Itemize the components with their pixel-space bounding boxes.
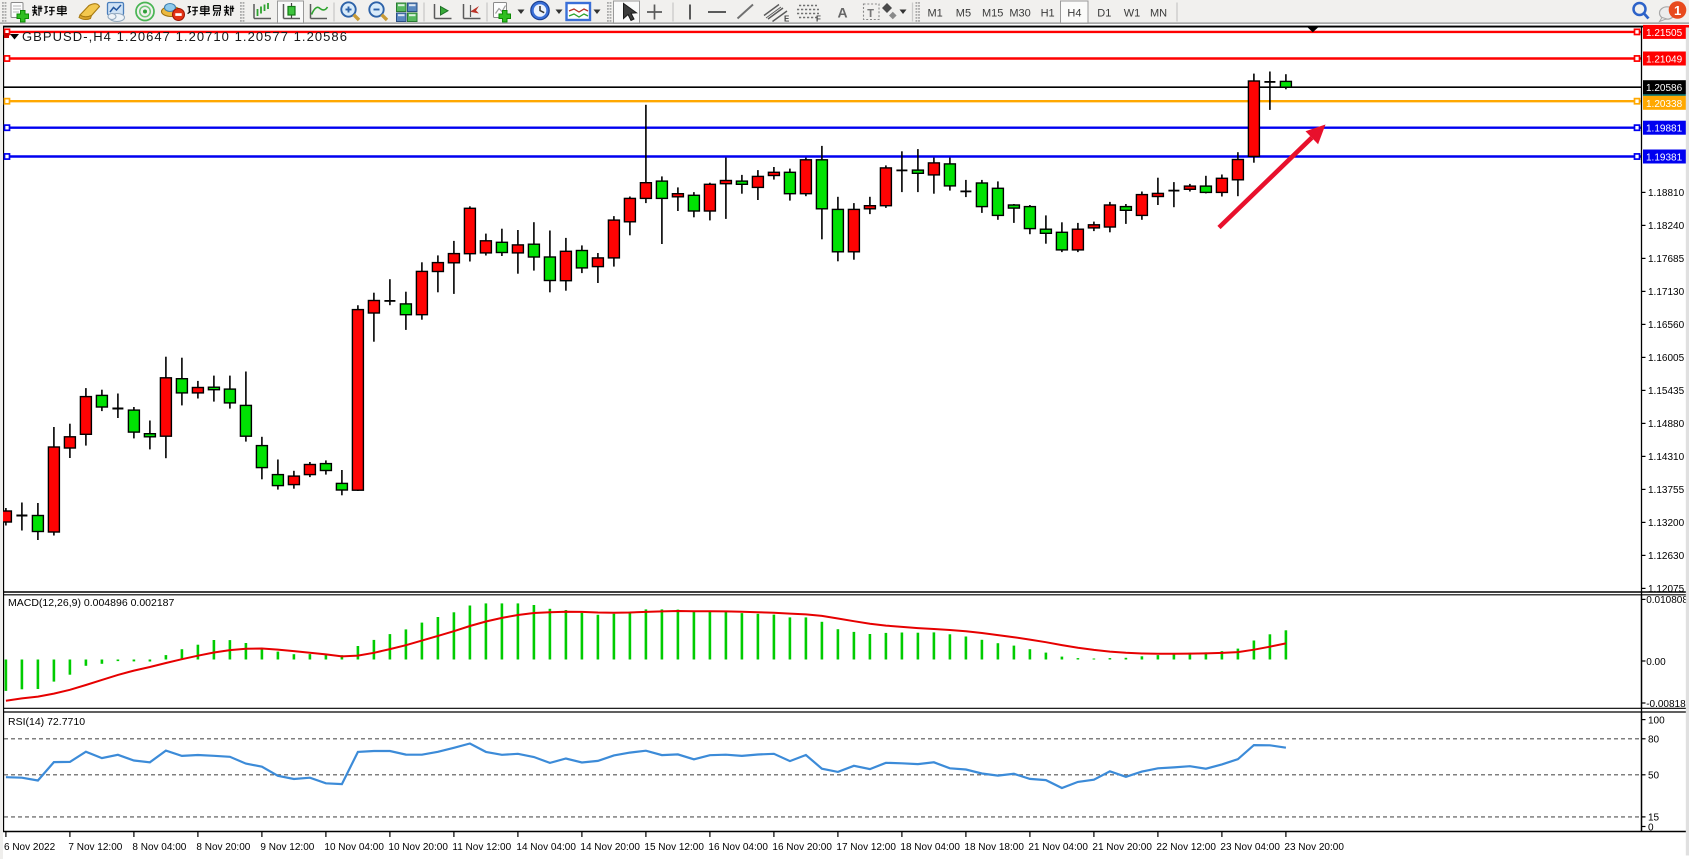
svg-text:21 Nov 20:00: 21 Nov 20:00 [1092, 842, 1152, 853]
svg-text:1.18240: 1.18240 [1648, 221, 1685, 232]
svg-text:8 Nov 04:00: 8 Nov 04:00 [132, 842, 186, 853]
svg-text:MACD(12,26,9) 0.004896 0.00218: MACD(12,26,9) 0.004896 0.002187 [8, 597, 175, 609]
svg-text:E: E [784, 15, 790, 24]
svg-text:H4: H4 [1067, 8, 1081, 20]
svg-text:23 Nov 04:00: 23 Nov 04:00 [1220, 842, 1280, 853]
svg-text:8 Nov 20:00: 8 Nov 20:00 [196, 842, 250, 853]
svg-text:0: 0 [1648, 822, 1654, 833]
svg-text:1.19381: 1.19381 [1646, 153, 1683, 164]
svg-text:23 Nov 20:00: 23 Nov 20:00 [1284, 842, 1344, 853]
svg-text:A: A [838, 5, 848, 21]
svg-text:MN: MN [1150, 8, 1167, 20]
svg-text:11 Nov 12:00: 11 Nov 12:00 [452, 842, 511, 853]
svg-text:F: F [816, 15, 821, 24]
svg-text:D1: D1 [1097, 8, 1111, 20]
svg-text:M1: M1 [928, 8, 943, 20]
svg-text:1: 1 [1674, 3, 1681, 18]
svg-text:H1: H1 [1041, 8, 1055, 20]
svg-text:0.010808: 0.010808 [1646, 595, 1688, 606]
svg-text:1.20586: 1.20586 [1646, 83, 1683, 94]
svg-text:1.12630: 1.12630 [1648, 551, 1685, 562]
svg-text:T: T [867, 7, 874, 21]
svg-text:80: 80 [1648, 735, 1660, 746]
svg-text:M15: M15 [982, 8, 1003, 20]
svg-text:100: 100 [1648, 715, 1665, 726]
svg-text:1.20338: 1.20338 [1646, 99, 1683, 110]
svg-text:18 Nov 18:00: 18 Nov 18:00 [964, 842, 1024, 853]
svg-text:1.17130: 1.17130 [1648, 287, 1685, 298]
svg-text:M30: M30 [1009, 8, 1030, 20]
svg-text:1.18810: 1.18810 [1648, 188, 1685, 199]
svg-text:22 Nov 12:00: 22 Nov 12:00 [1156, 842, 1216, 853]
svg-text:21 Nov 04:00: 21 Nov 04:00 [1028, 842, 1088, 853]
svg-text:10 Nov 20:00: 10 Nov 20:00 [388, 842, 448, 853]
svg-text:16 Nov 20:00: 16 Nov 20:00 [772, 842, 832, 853]
svg-text:14 Nov 20:00: 14 Nov 20:00 [580, 842, 640, 853]
svg-text:1.14310: 1.14310 [1648, 452, 1685, 463]
svg-text:7 Nov 12:00: 7 Nov 12:00 [68, 842, 122, 853]
svg-text:1.21505: 1.21505 [1646, 28, 1683, 39]
svg-text:1.17685: 1.17685 [1648, 254, 1685, 265]
svg-text:GBPUSD-,H4 1.20647 1.20710 1.: GBPUSD-,H4 1.20647 1.20710 1.20577 1.205… [22, 29, 348, 44]
svg-text:15: 15 [1648, 813, 1660, 824]
svg-text:W1: W1 [1124, 8, 1141, 20]
svg-text:M5: M5 [956, 8, 971, 20]
svg-text:18 Nov 04:00: 18 Nov 04:00 [900, 842, 960, 853]
svg-text:1.21049: 1.21049 [1646, 55, 1683, 66]
svg-text:1.16560: 1.16560 [1648, 320, 1685, 331]
svg-text:10 Nov 04:00: 10 Nov 04:00 [324, 842, 384, 853]
svg-text:50: 50 [1648, 771, 1660, 782]
svg-text:14 Nov 04:00: 14 Nov 04:00 [516, 842, 576, 853]
svg-text:16 Nov 04:00: 16 Nov 04:00 [708, 842, 768, 853]
svg-text:1.14880: 1.14880 [1648, 419, 1685, 430]
svg-text:1.16005: 1.16005 [1648, 353, 1685, 364]
svg-text:0.00: 0.00 [1646, 657, 1666, 668]
svg-text:6 Nov 2022: 6 Nov 2022 [4, 842, 56, 853]
svg-text:17 Nov 12:00: 17 Nov 12:00 [836, 842, 896, 853]
svg-text:1.15435: 1.15435 [1648, 386, 1685, 397]
svg-text:15 Nov 12:00: 15 Nov 12:00 [644, 842, 704, 853]
svg-text:1.19881: 1.19881 [1646, 124, 1683, 135]
svg-text:-0.00818: -0.00818 [1646, 699, 1686, 710]
svg-text:1.13200: 1.13200 [1648, 518, 1685, 529]
svg-text:1.12075: 1.12075 [1648, 584, 1685, 595]
svg-text:9 Nov 12:00: 9 Nov 12:00 [260, 842, 314, 853]
svg-text:RSI(14) 72.7710: RSI(14) 72.7710 [8, 716, 85, 728]
svg-text:1.13755: 1.13755 [1648, 485, 1685, 496]
